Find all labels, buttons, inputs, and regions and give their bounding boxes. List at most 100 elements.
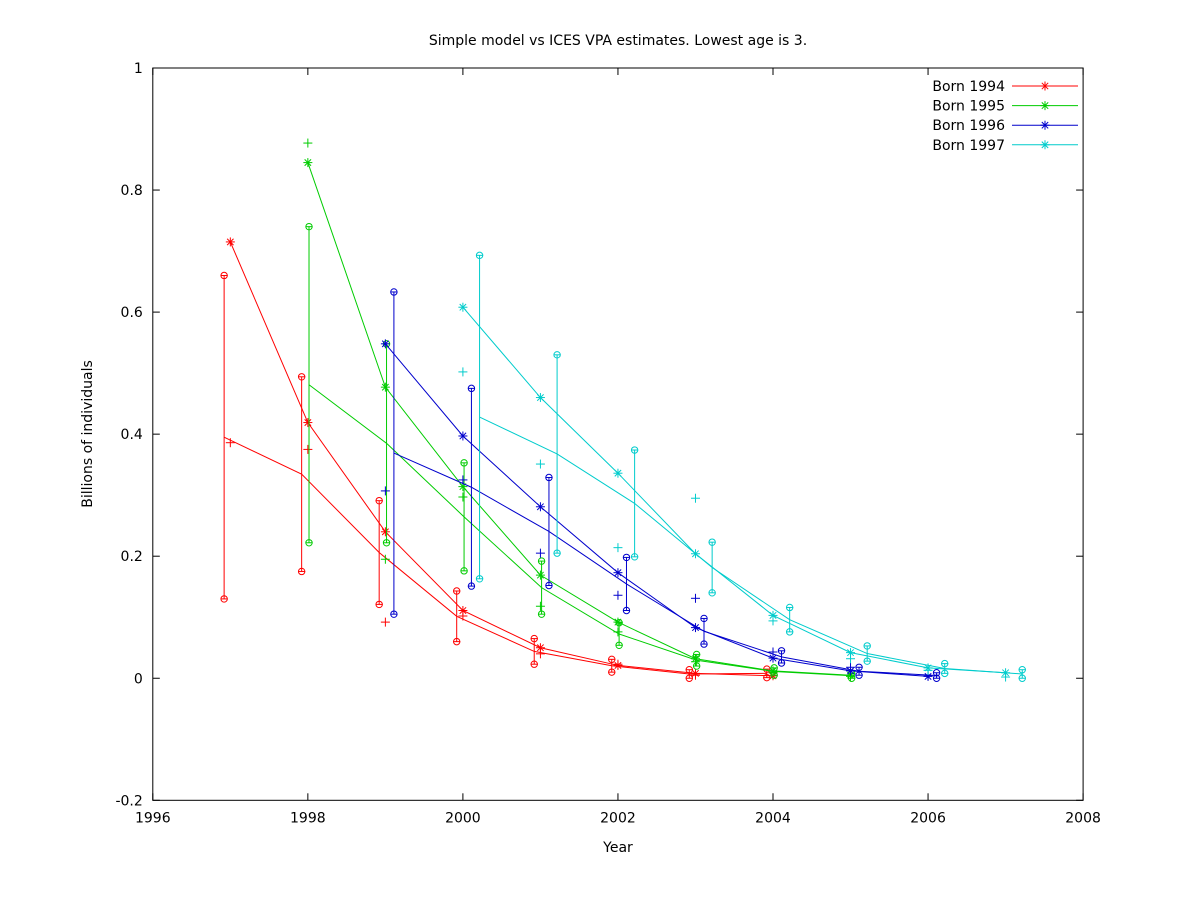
ci-upper-cap (537, 557, 546, 565)
plus-marker (303, 138, 313, 148)
series-born-1996 (380, 288, 941, 682)
x-tick-label: 2000 (445, 810, 481, 826)
y-tick-label: 0.6 (121, 305, 143, 321)
ci-upper-cap (545, 473, 553, 482)
series-born-1997 (458, 251, 1026, 682)
ci-upper-cap (1018, 666, 1026, 674)
model-line (462, 306, 1006, 674)
ci-upper-cap (615, 619, 623, 627)
ci-upper-cap (708, 538, 716, 546)
plus-marker (923, 665, 933, 675)
ci-lower-cap (530, 660, 538, 668)
x-tick-label: 2006 (910, 810, 946, 826)
error-bar (1018, 666, 1026, 682)
ci-upper-cap (375, 496, 383, 505)
plus-marker (535, 548, 545, 558)
ci-lower-cap (692, 662, 701, 670)
error-bar (375, 496, 383, 609)
plot-border (152, 67, 1084, 801)
ci-lower-cap (1018, 674, 1026, 682)
plus-marker (768, 667, 778, 677)
legend-label: Born 1996 (932, 118, 1005, 134)
ci-upper-cap (460, 459, 468, 467)
series-born-1995 (303, 138, 856, 682)
star-marker (1040, 120, 1050, 130)
ci-lower-cap (305, 539, 313, 547)
plus-marker (613, 627, 623, 637)
error-bar (537, 557, 546, 618)
ci-lower-cap (685, 674, 693, 682)
error-bar (855, 663, 863, 679)
star-marker (1040, 101, 1050, 111)
legend-item-born-1997: Born 1997 (932, 138, 1078, 154)
plus-marker (303, 444, 313, 454)
ci-lower-cap (941, 669, 949, 678)
x-tick-label: 2008 (1065, 810, 1101, 826)
x-tick-label: 1998 (290, 810, 326, 826)
error-bar (530, 634, 538, 668)
y-tick-label: 0.2 (121, 549, 143, 565)
plus-marker (380, 617, 390, 627)
plus-marker (768, 616, 778, 626)
error-bar (452, 587, 461, 646)
ci-lower-cap (763, 673, 771, 682)
ci-upper-cap (390, 288, 398, 296)
plus-marker (613, 590, 623, 600)
model-line (384, 343, 929, 677)
ci-upper-cap (305, 222, 313, 231)
ci-upper-cap (553, 351, 561, 359)
plus-marker (768, 647, 778, 657)
error-bar (220, 271, 228, 603)
ci-midpoint-line (479, 416, 1023, 675)
model-line (307, 162, 851, 676)
ci-midpoint-line (393, 452, 937, 677)
plus-marker (690, 657, 700, 667)
legend-label: Born 1994 (932, 79, 1005, 95)
ci-upper-cap (785, 603, 794, 612)
star-marker (380, 382, 390, 392)
plus-marker (613, 543, 623, 553)
ci-upper-cap (297, 373, 306, 381)
error-bar (305, 222, 313, 547)
star-marker (613, 468, 623, 478)
x-tick-label: 2004 (755, 810, 791, 826)
ci-lower-cap (932, 674, 941, 682)
error-bar (622, 553, 631, 615)
plus-marker (846, 654, 856, 664)
ci-lower-cap (220, 595, 228, 603)
plus-marker (380, 486, 390, 496)
error-bar (553, 351, 561, 557)
plus-marker (535, 601, 545, 611)
legend-item-born-1995: Born 1995 (932, 99, 1078, 115)
star-marker (613, 617, 623, 627)
ci-upper-cap (608, 655, 616, 664)
ci-lower-cap (608, 668, 616, 676)
plus-marker (846, 662, 856, 672)
ci-upper-cap (630, 446, 639, 454)
ci-lower-cap (537, 610, 546, 618)
ci-lower-cap (545, 581, 553, 590)
plus-marker (535, 459, 545, 469)
x-tick-label: 2002 (600, 810, 636, 826)
ci-lower-cap (622, 606, 631, 615)
y-tick-label: 0.8 (121, 183, 143, 199)
ci-lower-cap (460, 567, 468, 575)
star-marker (458, 431, 468, 441)
y-tick-label: 1 (134, 61, 143, 77)
ci-midpoint-line (308, 384, 852, 677)
star-marker (1040, 140, 1050, 150)
ci-lower-cap (615, 641, 623, 649)
star-marker (535, 502, 545, 512)
ci-upper-cap (777, 647, 786, 655)
plus-marker (458, 492, 468, 502)
plot-frame: 1996 1998 2000 2002 2004 2006 2008 -0.2 0 0.2 0.4 0… (115, 61, 1100, 826)
legend-item-born-1996: Born 1996 (932, 118, 1078, 134)
ci-upper-cap (220, 271, 228, 280)
plus-marker (458, 367, 468, 377)
ci-upper-cap (932, 669, 941, 677)
error-bar (932, 669, 941, 682)
model-line (229, 241, 774, 677)
ci-lower-cap (475, 575, 484, 583)
ci-upper-cap (530, 634, 538, 643)
